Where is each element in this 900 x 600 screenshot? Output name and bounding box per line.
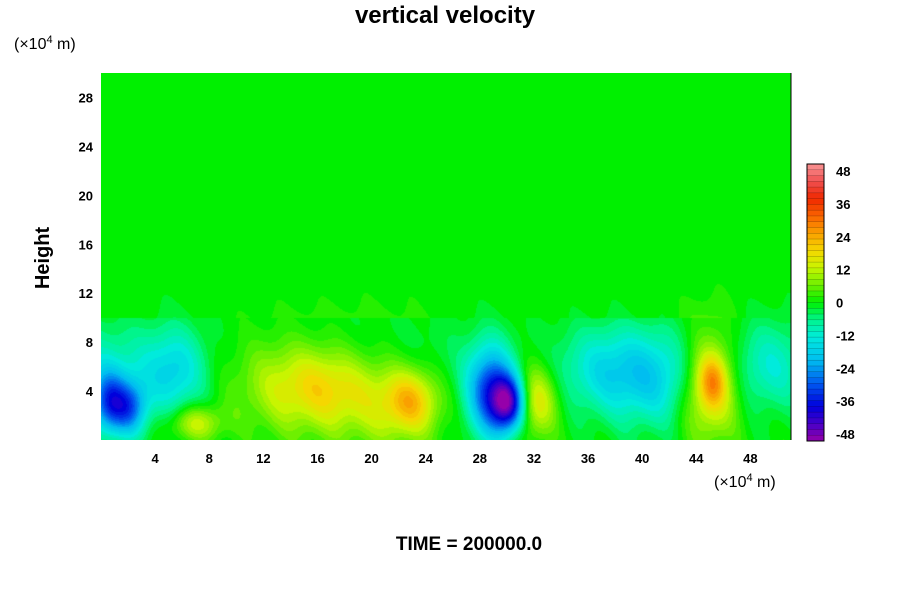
colorbar-level bbox=[807, 192, 824, 200]
colorbar-tick-label: -12 bbox=[836, 328, 855, 343]
colorbar-level bbox=[807, 302, 824, 309]
y-tick-label: 28 bbox=[79, 90, 93, 105]
colorbar-level bbox=[807, 319, 824, 327]
colorbar-tick-label: -36 bbox=[836, 394, 855, 409]
colorbar-level bbox=[807, 348, 824, 355]
colorbar-level bbox=[807, 244, 824, 252]
y-axis-label: Height bbox=[32, 227, 54, 290]
x-tick-label: 36 bbox=[581, 451, 595, 466]
plot-area bbox=[101, 73, 791, 440]
colorbar-tick-label: 12 bbox=[836, 263, 850, 278]
colorbar-ticks: 48 36 24 12 0 -12 -24 -36 -48 bbox=[836, 164, 856, 442]
colorbar-level bbox=[807, 198, 824, 205]
x-tick-label: 24 bbox=[418, 451, 433, 466]
y-tick-label: 16 bbox=[79, 237, 93, 252]
colorbar-level bbox=[807, 314, 824, 321]
colorbar-level bbox=[807, 423, 824, 430]
colorbar-level bbox=[807, 164, 824, 171]
colorbar-level bbox=[807, 233, 824, 240]
y-axis-ticks: 4 8 12 16 20 24 28 bbox=[79, 90, 94, 399]
y-tick-label: 12 bbox=[79, 286, 93, 301]
colorbar-level bbox=[807, 337, 824, 344]
x-tick-label: 28 bbox=[473, 451, 487, 466]
colorbar-level bbox=[807, 290, 824, 298]
colorbar-tick-label: 36 bbox=[836, 197, 850, 212]
colorbar-level bbox=[807, 342, 824, 350]
colorbar-level bbox=[807, 429, 824, 436]
colorbar-level bbox=[807, 435, 824, 442]
colorbar-level bbox=[807, 354, 824, 361]
colorbar-level bbox=[807, 417, 824, 425]
chart-title: vertical velocity bbox=[355, 2, 536, 29]
colorbar-level bbox=[807, 169, 824, 177]
x-tick-label: 16 bbox=[310, 451, 324, 466]
colorbar-level bbox=[807, 250, 824, 257]
colorbar-tick-label: -48 bbox=[836, 427, 855, 442]
colorbar-level bbox=[807, 412, 824, 419]
x-tick-label: 48 bbox=[743, 451, 757, 466]
y-tick-label: 4 bbox=[86, 384, 94, 399]
y-tick-label: 20 bbox=[79, 188, 93, 203]
x-tick-label: 8 bbox=[206, 451, 213, 466]
x-tick-label: 12 bbox=[256, 451, 270, 466]
colorbar-level bbox=[807, 175, 824, 182]
colorbar-level bbox=[807, 389, 824, 396]
x-unit-exp: 4 bbox=[746, 472, 752, 484]
y-unit-prefix: (×10 bbox=[14, 36, 47, 53]
colorbar-level bbox=[807, 360, 824, 367]
velocity-field bbox=[101, 73, 791, 440]
x-unit-prefix: (×10 bbox=[714, 474, 747, 491]
y-unit-suffix: m) bbox=[53, 36, 76, 53]
colorbar-level bbox=[807, 308, 824, 315]
colorbar-level bbox=[807, 406, 824, 413]
x-unit-suffix: m) bbox=[753, 474, 776, 491]
colorbar-level bbox=[807, 256, 824, 263]
y-tick-label: 24 bbox=[79, 139, 94, 154]
colorbar-level bbox=[807, 221, 824, 228]
colorbar-level bbox=[807, 325, 824, 332]
y-unit-exp: 4 bbox=[46, 34, 52, 46]
colorbar bbox=[806, 163, 825, 442]
colorbar-level bbox=[807, 285, 824, 292]
y-tick-label: 8 bbox=[86, 335, 93, 350]
colorbar-level bbox=[807, 400, 824, 407]
colorbar-level bbox=[807, 365, 824, 373]
colorbar-level bbox=[807, 383, 824, 390]
colorbar-level bbox=[807, 296, 824, 303]
x-tick-label: 32 bbox=[527, 451, 541, 466]
colorbar-tick-label: 0 bbox=[836, 296, 843, 311]
colorbar-level bbox=[807, 187, 824, 194]
colorbar-level bbox=[807, 215, 824, 223]
colorbar-level bbox=[807, 181, 824, 188]
x-tick-label: 4 bbox=[152, 451, 160, 466]
colorbar-tick-label: -24 bbox=[836, 361, 856, 376]
x-tick-label: 40 bbox=[635, 451, 649, 466]
colorbar-tick-label: 24 bbox=[836, 230, 851, 245]
colorbar-level bbox=[807, 239, 824, 246]
x-tick-label: 44 bbox=[689, 451, 704, 466]
colorbar-level bbox=[807, 331, 824, 338]
colorbar-level bbox=[807, 210, 824, 217]
colorbar-level bbox=[807, 227, 824, 234]
time-label: TIME = 200000.0 bbox=[396, 534, 542, 555]
colorbar-level bbox=[807, 267, 824, 275]
x-tick-label: 20 bbox=[364, 451, 378, 466]
x-axis-unit: (×104 m) bbox=[714, 472, 776, 491]
colorbar-tick-label: 48 bbox=[836, 164, 850, 179]
colorbar-level bbox=[807, 371, 824, 379]
colorbar-level bbox=[807, 262, 824, 269]
colorbar-level bbox=[807, 377, 824, 384]
colorbar-level bbox=[807, 273, 824, 280]
x-axis-ticks: 4 8 12 16 20 24 28 32 36 40 44 48 bbox=[152, 451, 758, 466]
colorbar-level bbox=[807, 394, 824, 402]
colorbar-level bbox=[807, 279, 824, 286]
y-axis-unit: (×104 m) bbox=[14, 34, 76, 53]
colorbar-level bbox=[807, 204, 824, 211]
colorbar-frame bbox=[806, 163, 825, 442]
